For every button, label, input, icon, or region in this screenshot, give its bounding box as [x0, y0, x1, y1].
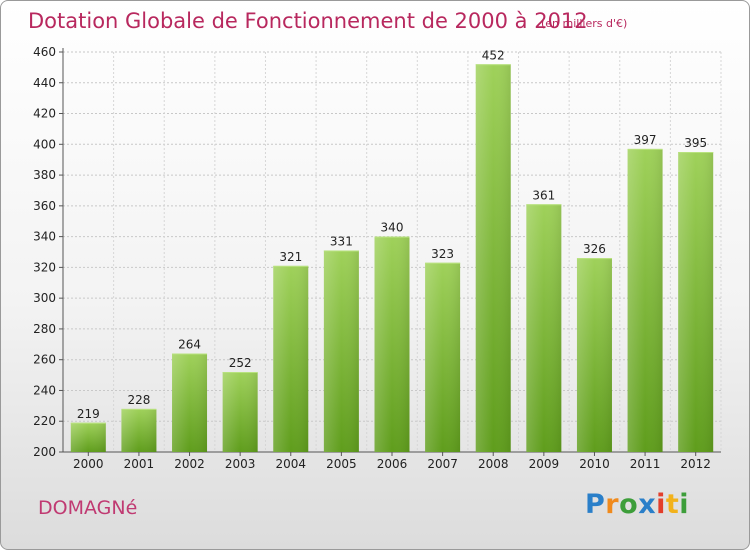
y-tick-label: 280	[33, 322, 56, 336]
bar-shade	[425, 262, 461, 452]
bar-shade	[273, 265, 309, 452]
x-tick-label: 2004	[275, 457, 306, 471]
bar-shade	[374, 236, 410, 452]
bar-value-label: 321	[279, 250, 302, 264]
y-tick-label: 400	[33, 137, 56, 151]
x-tick-label: 2008	[478, 457, 509, 471]
chart-subtitle: (en milliers d'€)	[541, 17, 628, 30]
bar-shade	[475, 64, 511, 453]
y-tick-label: 260	[33, 353, 56, 367]
y-tick-label: 380	[33, 168, 56, 182]
x-tick-label: 2002	[174, 457, 205, 471]
x-tick-label: 2000	[73, 457, 104, 471]
bar-shade	[526, 204, 562, 452]
x-tick-label: 2007	[427, 457, 458, 471]
bar-value-label: 397	[634, 133, 657, 147]
x-tick-label: 2009	[529, 457, 560, 471]
bar-value-label: 264	[178, 338, 201, 352]
x-tick-label: 2010	[579, 457, 610, 471]
bar-shade	[70, 422, 106, 452]
logo-letter: t	[665, 489, 680, 520]
x-tick-label: 2003	[225, 457, 256, 471]
logo-letter: o	[619, 489, 639, 520]
y-tick-label: 220	[33, 414, 56, 428]
y-tick-label: 200	[33, 445, 56, 459]
commune-name: DOMAGNé	[38, 497, 138, 519]
bar-value-label: 219	[77, 407, 100, 421]
bar-shade	[121, 408, 157, 452]
logo-letter: P	[585, 489, 606, 520]
y-tick-label: 460	[33, 45, 56, 59]
y-tick-label: 320	[33, 260, 56, 274]
labels: 200 220 240 260 280 300 320 340 360 380 400 420 440 4…	[33, 45, 711, 471]
chart-title: Dotation Globale de Fonctionnement de 20…	[28, 9, 588, 33]
bar-value-label: 340	[381, 221, 404, 235]
y-tick-label: 300	[33, 291, 56, 305]
bar-shade	[172, 353, 208, 452]
bar-shade	[576, 258, 612, 452]
bar-value-label: 228	[127, 393, 150, 407]
bar-value-label: 395	[684, 136, 707, 150]
y-tick-label: 420	[33, 107, 56, 121]
logo-letter: i	[656, 489, 666, 520]
x-tick-label: 2012	[680, 457, 711, 471]
bar-shade	[323, 250, 359, 452]
logo-letter: r	[605, 489, 620, 520]
x-tick-label: 2001	[124, 457, 155, 471]
x-tick-label: 2006	[377, 457, 408, 471]
bar-shade	[627, 148, 663, 452]
bar-value-label: 323	[431, 247, 454, 261]
y-tick-label: 360	[33, 199, 56, 213]
bar-value-label: 452	[482, 48, 505, 62]
bar-shade	[678, 152, 714, 452]
x-tick-label: 2005	[326, 457, 357, 471]
proxiti-logo: Proxiti	[585, 489, 689, 520]
bars	[70, 64, 714, 453]
y-tick-label: 340	[33, 230, 56, 244]
x-tick-label: 2011	[630, 457, 661, 471]
bar-value-label: 361	[532, 188, 555, 202]
logo-letter: x	[638, 489, 657, 520]
bar-value-label: 331	[330, 234, 353, 248]
bar-value-label: 252	[229, 356, 252, 370]
bar-chart: 200 220 240 260 280 300 320 340 360 380 400 420 440 4…	[33, 45, 722, 471]
y-tick-label: 240	[33, 383, 56, 397]
bar-shade	[222, 372, 258, 452]
bar-value-label: 326	[583, 242, 606, 256]
y-tick-label: 440	[33, 76, 56, 90]
logo-letter: i	[679, 489, 690, 520]
